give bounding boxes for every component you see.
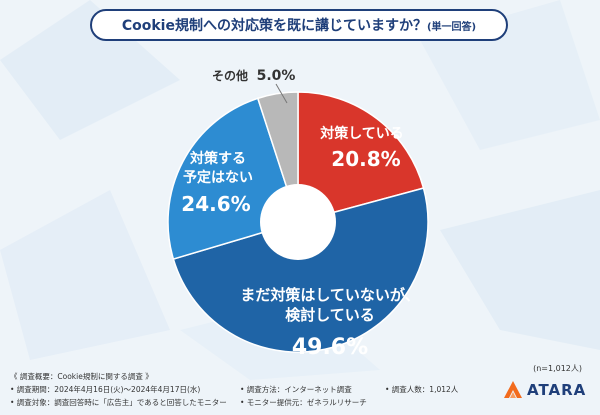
slice-value-no-plan: 24.6%: [181, 192, 250, 216]
chart-title-note: (単一回答): [426, 22, 477, 33]
footer-period: • 調査期間：2024年4月16日(火)～2024年4月17日(水): [10, 385, 201, 394]
footer-target: • 調査対象：調査回答時に「広告主」であると回答したモニター: [10, 398, 227, 407]
sample-size-note: (n=1,012人): [533, 364, 582, 373]
slice-label-considering-2: 検討している: [285, 306, 375, 324]
slice-value-other: 5.0%: [257, 68, 296, 84]
slice-label-implemented: 対策している: [319, 125, 404, 142]
chart-title-box: Cookie規制への対応策を既に講じていますか？(単一回答): [90, 9, 508, 41]
atara-logo-icon: [504, 381, 522, 398]
other-leader-line: [275, 83, 288, 104]
donut-hole: [260, 184, 336, 260]
slice-label-no-plan-2: 予定はない: [183, 169, 253, 186]
chart-title: Cookie規制への対応策を既に講じていますか？: [121, 18, 427, 34]
slice-label-other: その他: [212, 68, 248, 83]
footer-method: • 調査方法：インターネット調査: [240, 385, 352, 394]
logo-text: ATARA: [527, 381, 587, 399]
slice-value-implemented: 20.8%: [331, 147, 400, 171]
footer-provider: • モニター提供元：ゼネラルリサーチ: [240, 398, 367, 407]
slice-label-no-plan-1: 対策する: [189, 150, 246, 167]
atara-logo: ATARA: [503, 380, 586, 400]
footer-overview: 《 調査概要：Cookie規制に関する調査 》: [10, 372, 153, 381]
slice-label-considering-1: まだ対策はしていないが、: [240, 286, 419, 304]
slice-implemented: [297, 91, 425, 223]
footer-count: • 調査人数：1,012人: [385, 385, 459, 394]
slice-value-considering: 49.6%: [292, 335, 368, 360]
slice-considering: [172, 187, 429, 353]
